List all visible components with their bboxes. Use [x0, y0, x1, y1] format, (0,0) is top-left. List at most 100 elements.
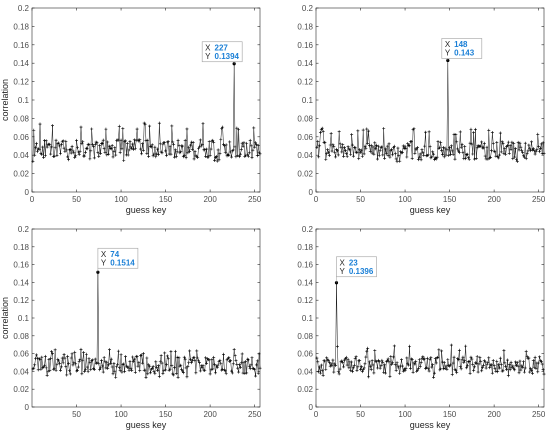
data-point — [506, 140, 510, 144]
data-point — [249, 363, 253, 367]
data-point — [525, 354, 529, 358]
data-point — [208, 372, 212, 376]
data-point — [517, 148, 521, 152]
data-point — [157, 121, 161, 125]
data-point — [102, 147, 106, 151]
data-point — [83, 150, 87, 154]
data-point — [239, 361, 243, 365]
data-point — [79, 125, 83, 129]
data-point — [80, 372, 84, 376]
data-point — [175, 355, 179, 359]
data-point — [46, 369, 50, 373]
data-point — [386, 357, 390, 361]
data-point — [505, 144, 509, 148]
data-point — [404, 146, 408, 150]
data-point — [148, 364, 152, 368]
data-point — [56, 357, 60, 361]
data-point — [238, 152, 242, 156]
data-point — [41, 145, 45, 149]
data-point — [58, 361, 62, 365]
datatip-box — [336, 256, 377, 278]
data-point — [440, 349, 444, 353]
y-tick-label: 0.02 — [13, 170, 29, 179]
data-point — [118, 151, 122, 155]
data-point — [211, 138, 215, 142]
data-point — [396, 146, 400, 150]
data-point — [357, 157, 361, 161]
data-point — [436, 355, 440, 359]
data-point — [342, 365, 346, 369]
data-point — [77, 152, 81, 156]
data-point — [218, 152, 222, 156]
y-tick-label: 0.16 — [13, 41, 29, 50]
data-point — [494, 154, 498, 158]
data-point — [61, 361, 65, 365]
data-point — [238, 155, 242, 159]
data-point — [336, 153, 340, 157]
series-markers — [31, 62, 262, 163]
data-point — [204, 356, 208, 360]
y-tick-label: 0.1 — [18, 314, 30, 323]
data-point — [315, 145, 319, 149]
data-point — [530, 368, 534, 372]
data-point — [244, 359, 248, 363]
data-point — [72, 361, 76, 365]
data-point — [455, 371, 459, 375]
chart-panel-1: 0 0.02 0.04 0.06 0.08 0.1 0.12 0.14 0.16 0.18 0.2 0… — [0, 4, 262, 215]
data-point — [363, 144, 367, 148]
data-point — [99, 366, 103, 370]
data-point — [45, 145, 49, 149]
data-point — [474, 156, 478, 160]
data-point — [329, 362, 333, 366]
y-tick-label: 0.04 — [297, 367, 313, 376]
data-point — [485, 363, 489, 367]
data-point — [44, 139, 48, 143]
data-point — [214, 154, 218, 158]
data-point — [60, 356, 64, 360]
y-tick-label: 0.04 — [13, 151, 29, 160]
data-point — [145, 151, 149, 155]
data-point — [320, 126, 324, 130]
data-point — [449, 144, 453, 148]
data-point — [395, 160, 399, 164]
data-point — [518, 141, 522, 145]
data-point — [418, 365, 422, 369]
data-point — [533, 355, 537, 359]
datatip[interactable]: X 227 Y 0.1394 — [201, 41, 243, 64]
datatip-y: Y 0.1396 — [339, 267, 373, 276]
plot-area — [315, 228, 545, 408]
data-point — [189, 358, 193, 362]
data-point — [439, 140, 443, 144]
datatip[interactable]: X 74Y 0.1514 — [97, 247, 139, 273]
data-point — [68, 147, 72, 151]
data-point — [536, 132, 540, 136]
data-point — [200, 366, 204, 370]
y-tick-label: 0.2 — [302, 225, 314, 234]
series-markers — [31, 270, 262, 380]
data-point — [346, 145, 350, 149]
data-point — [165, 354, 169, 358]
data-point — [318, 131, 322, 135]
data-point — [542, 151, 546, 155]
data-point — [150, 143, 154, 147]
data-point — [421, 355, 425, 359]
data-point — [120, 147, 124, 151]
data-point — [451, 361, 455, 365]
data-point — [475, 355, 479, 359]
data-point — [40, 152, 44, 156]
data-point — [176, 375, 180, 379]
y-tick-label: 0.06 — [13, 133, 29, 142]
data-point — [116, 349, 120, 353]
x-tick-label: 150 — [159, 195, 173, 204]
y-tick-label: 0.1 — [18, 96, 30, 105]
data-point — [109, 357, 113, 361]
data-point — [400, 358, 403, 362]
data-point — [187, 361, 191, 365]
data-point — [372, 371, 376, 375]
y-axis-label: correlation — [0, 79, 10, 121]
datatip[interactable]: X 23 Y 0.1396 — [336, 256, 377, 283]
chart-panel-4: 0 0.02 0.04 0.06 0.08 0.1 0.12 0.14 0.16 0.18 0.2 0… — [297, 225, 545, 430]
data-point — [507, 151, 511, 155]
